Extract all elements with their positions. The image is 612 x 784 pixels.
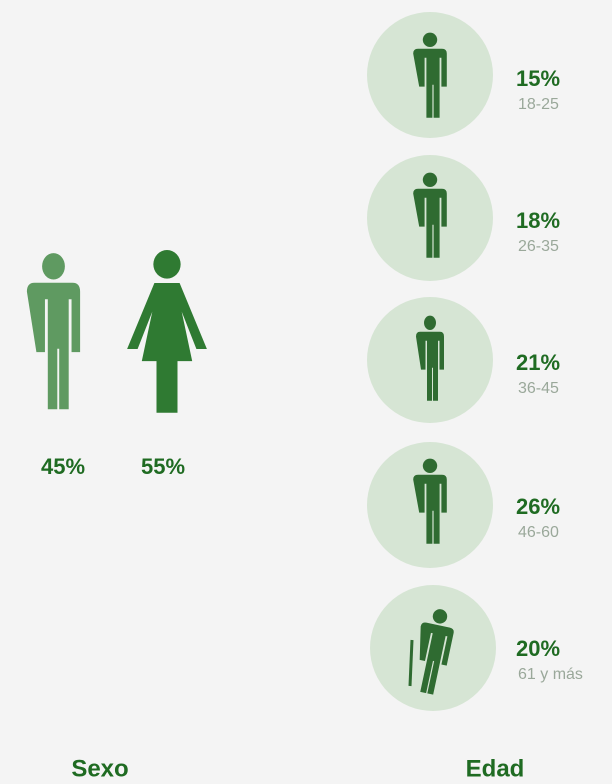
female-percent: 55% bbox=[141, 454, 185, 479]
age-group: 18% 26-35 bbox=[367, 155, 560, 281]
cane bbox=[408, 639, 414, 687]
age-percent: 18% bbox=[516, 208, 560, 233]
female-icon bbox=[127, 250, 207, 413]
age-range: 61 y más bbox=[518, 666, 583, 683]
age-group: 26% 46-60 bbox=[367, 442, 560, 568]
age-group: 20% 61 y más bbox=[370, 585, 583, 711]
male-percent: 45% bbox=[41, 454, 85, 479]
age-group: 15% 18-25 bbox=[367, 12, 560, 138]
age-percent: 21% bbox=[516, 350, 560, 375]
age-percent: 26% bbox=[516, 494, 560, 519]
age-percent: 20% bbox=[516, 636, 560, 661]
male-icon bbox=[26, 253, 81, 410]
sexo-title: Sexo bbox=[71, 755, 128, 782]
age-percent: 15% bbox=[516, 66, 560, 91]
age-range: 46-60 bbox=[518, 524, 559, 541]
age-range: 26-35 bbox=[518, 238, 559, 255]
age-range: 18-25 bbox=[518, 96, 559, 113]
age-range: 36-45 bbox=[518, 380, 559, 397]
edad-title: Edad bbox=[466, 755, 525, 782]
age-group: 21% 36-45 bbox=[367, 297, 560, 423]
